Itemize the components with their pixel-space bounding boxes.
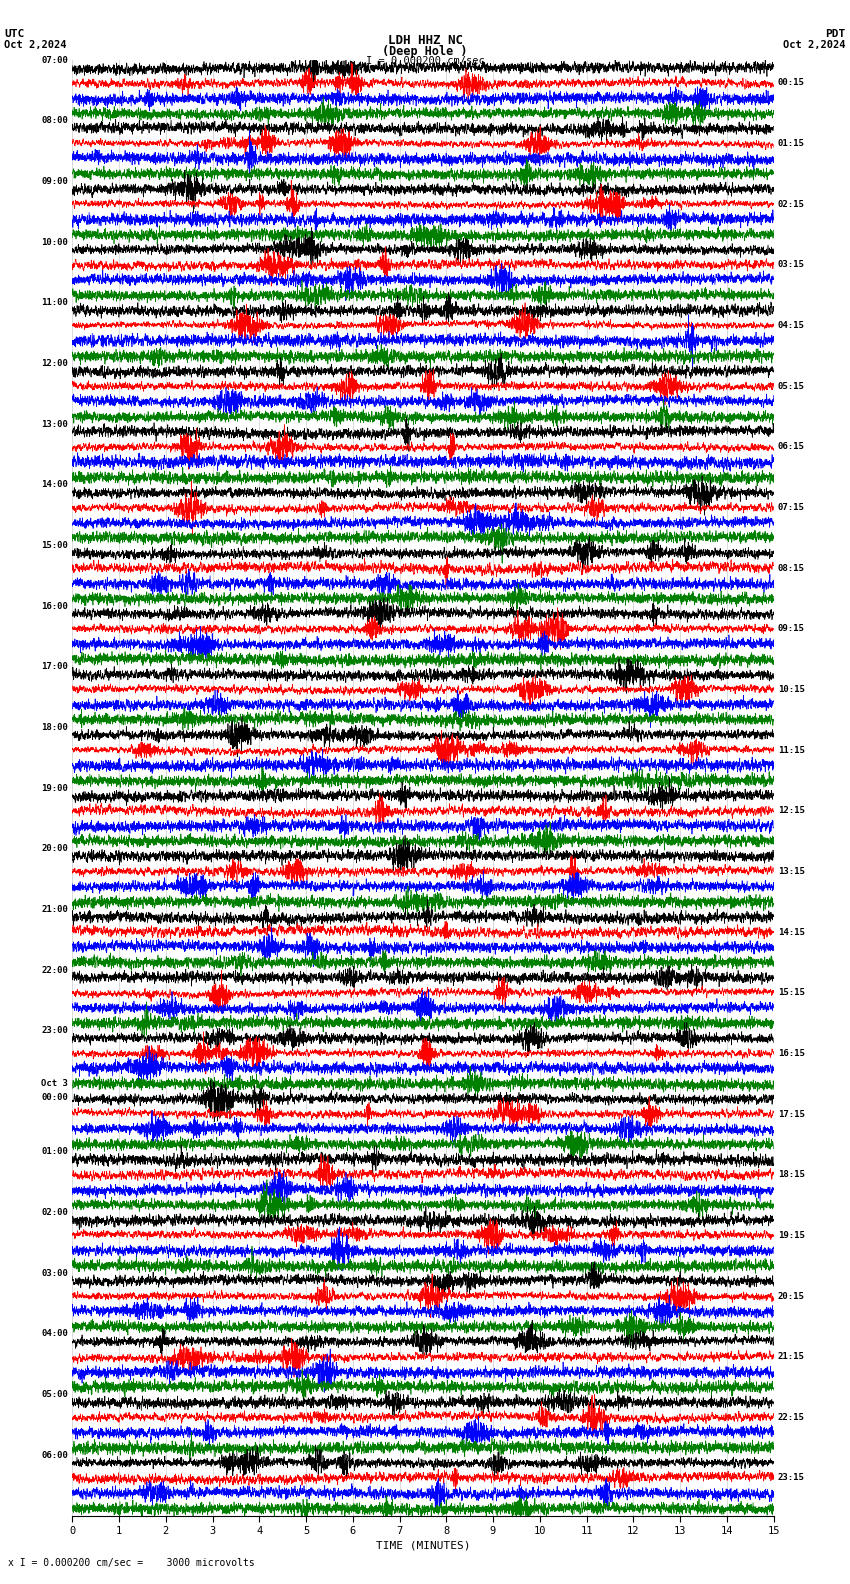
Text: 07:15: 07:15 [778,504,805,512]
Text: 19:15: 19:15 [778,1231,805,1240]
Text: 20:00: 20:00 [41,844,68,854]
Text: 04:15: 04:15 [778,322,805,329]
Text: 07:00: 07:00 [41,55,68,65]
Text: 19:00: 19:00 [41,784,68,792]
Text: Oct 2,2024: Oct 2,2024 [783,40,846,51]
Text: 03:00: 03:00 [41,1269,68,1278]
Text: I = 0.000200 cm/sec: I = 0.000200 cm/sec [366,55,484,67]
Text: 22:15: 22:15 [778,1413,805,1422]
Text: (Deep Hole ): (Deep Hole ) [382,44,468,59]
Text: 06:00: 06:00 [41,1451,68,1460]
Text: 23:00: 23:00 [41,1026,68,1036]
Text: 12:15: 12:15 [778,806,805,816]
Text: 02:15: 02:15 [778,200,805,209]
Text: 01:15: 01:15 [778,139,805,147]
Text: 04:00: 04:00 [41,1329,68,1338]
Text: 13:15: 13:15 [778,866,805,876]
Text: Oct 2,2024: Oct 2,2024 [4,40,67,51]
Text: LDH HHZ NC: LDH HHZ NC [388,33,462,48]
Text: Oct 3: Oct 3 [41,1079,68,1088]
Text: 17:00: 17:00 [41,662,68,672]
Text: 23:15: 23:15 [778,1473,805,1483]
Text: 14:00: 14:00 [41,480,68,489]
Text: 21:15: 21:15 [778,1353,805,1361]
Text: 03:15: 03:15 [778,260,805,269]
Text: 10:00: 10:00 [41,238,68,247]
Text: 18:15: 18:15 [778,1171,805,1178]
Text: 22:00: 22:00 [41,966,68,974]
Text: 09:00: 09:00 [41,177,68,185]
Text: 06:15: 06:15 [778,442,805,451]
Text: UTC: UTC [4,29,25,38]
Text: PDT: PDT [825,29,846,38]
Text: 00:00: 00:00 [41,1093,68,1102]
Text: 11:15: 11:15 [778,746,805,754]
Text: 08:00: 08:00 [41,116,68,125]
Text: 05:00: 05:00 [41,1391,68,1399]
Text: 09:15: 09:15 [778,624,805,634]
Text: 08:15: 08:15 [778,564,805,573]
Text: 21:00: 21:00 [41,904,68,914]
Text: 10:15: 10:15 [778,684,805,694]
Text: 16:15: 16:15 [778,1049,805,1058]
Text: 15:15: 15:15 [778,988,805,998]
Text: 02:00: 02:00 [41,1209,68,1217]
Text: x I = 0.000200 cm/sec =    3000 microvolts: x I = 0.000200 cm/sec = 3000 microvolts [8,1559,255,1568]
Text: 16:00: 16:00 [41,602,68,610]
Text: 20:15: 20:15 [778,1291,805,1300]
Text: 14:15: 14:15 [778,928,805,936]
Text: 01:00: 01:00 [41,1147,68,1156]
Text: 13:00: 13:00 [41,420,68,429]
Text: 15:00: 15:00 [41,540,68,550]
Text: 11:00: 11:00 [41,298,68,307]
Text: 12:00: 12:00 [41,360,68,367]
Text: 05:15: 05:15 [778,382,805,391]
Text: 17:15: 17:15 [778,1109,805,1118]
X-axis label: TIME (MINUTES): TIME (MINUTES) [376,1541,470,1551]
Text: 18:00: 18:00 [41,722,68,732]
Text: 00:15: 00:15 [778,79,805,87]
